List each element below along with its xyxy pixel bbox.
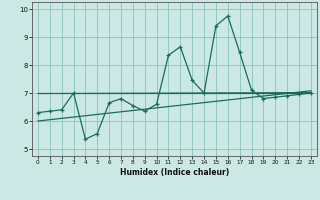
X-axis label: Humidex (Indice chaleur): Humidex (Indice chaleur) — [120, 168, 229, 177]
